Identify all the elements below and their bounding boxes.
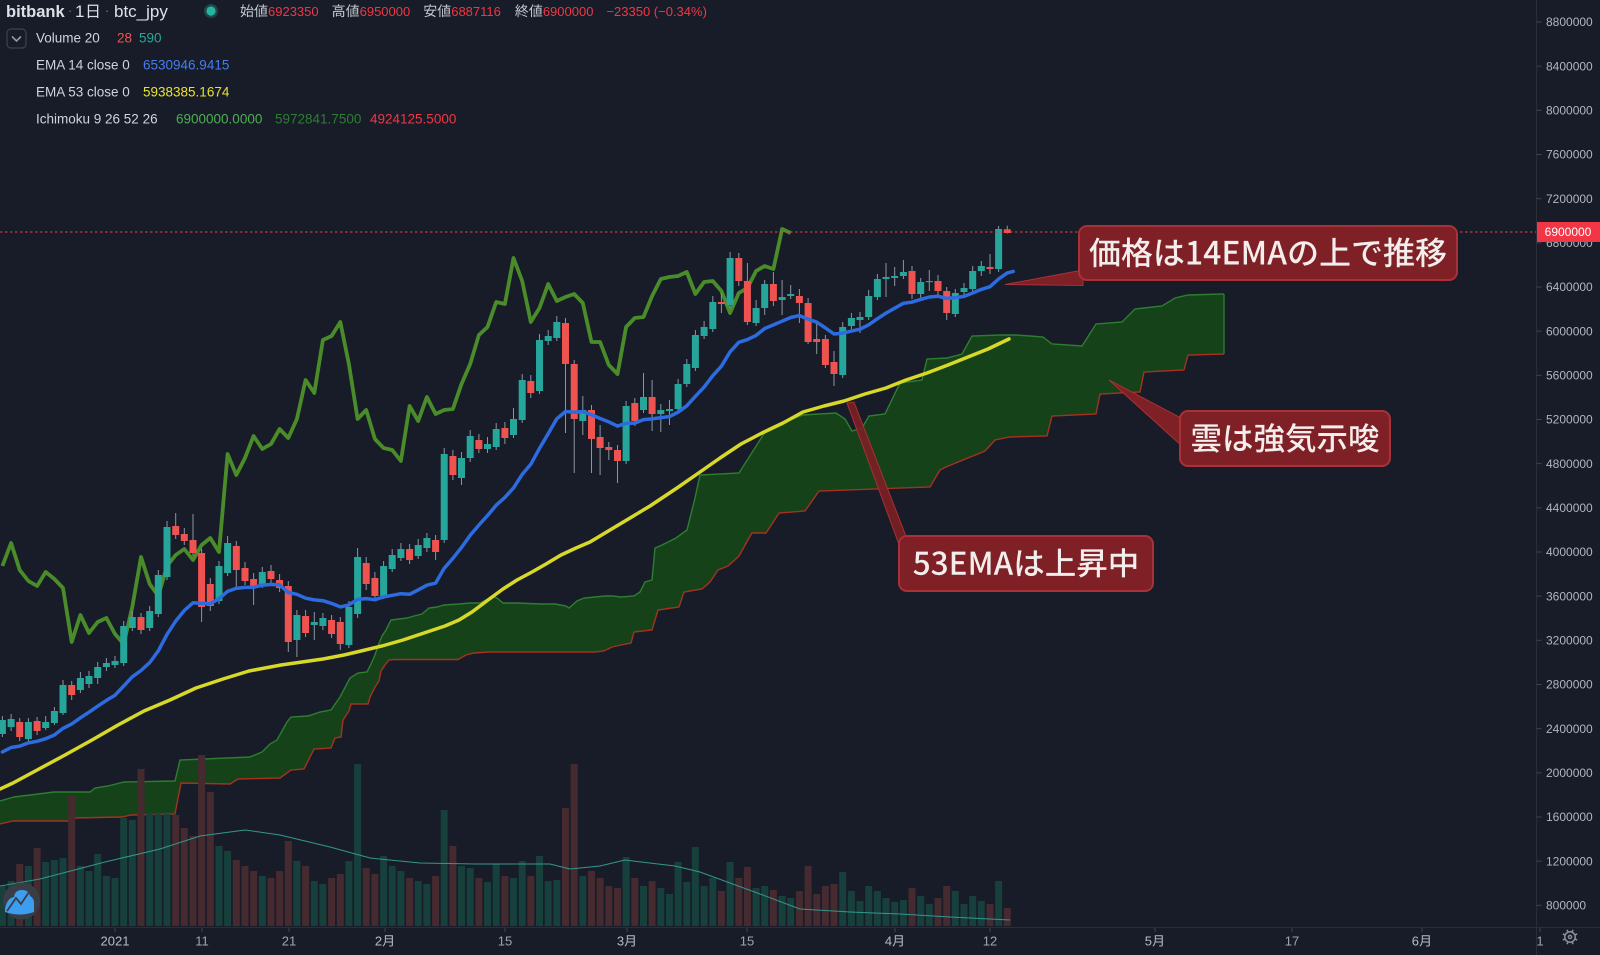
svg-text:6400000: 6400000 xyxy=(1546,280,1593,294)
svg-text:4: 4 xyxy=(885,934,892,949)
svg-text:3200000: 3200000 xyxy=(1546,634,1593,648)
svg-text:4000000: 4000000 xyxy=(1546,545,1593,559)
svg-text:1600000: 1600000 xyxy=(1546,810,1593,824)
svg-text:800000: 800000 xyxy=(1546,899,1586,913)
svg-text:·: · xyxy=(105,3,109,18)
svg-text:2: 2 xyxy=(375,934,382,949)
svg-text:EMA 14 close 0: EMA 14 close 0 xyxy=(36,58,130,73)
svg-text:7200000: 7200000 xyxy=(1546,192,1593,206)
svg-text:1: 1 xyxy=(75,2,84,21)
svg-text:btc_jpy: btc_jpy xyxy=(114,2,168,21)
svg-text:2400000: 2400000 xyxy=(1546,722,1593,736)
svg-text:6887116: 6887116 xyxy=(451,4,501,19)
svg-text:2000000: 2000000 xyxy=(1546,766,1593,780)
svg-text:1: 1 xyxy=(1536,934,1543,949)
svg-text:5938385.1674: 5938385.1674 xyxy=(143,85,230,100)
svg-text:Volume 20: Volume 20 xyxy=(36,31,100,46)
svg-text:2800000: 2800000 xyxy=(1546,678,1593,692)
svg-text:6900000: 6900000 xyxy=(1545,225,1592,239)
svg-text:21: 21 xyxy=(282,934,296,949)
svg-text:8800000: 8800000 xyxy=(1546,15,1593,29)
svg-text:17: 17 xyxy=(1285,934,1299,949)
svg-text:5972841.7500: 5972841.7500 xyxy=(275,112,361,127)
svg-text:12: 12 xyxy=(983,934,997,949)
svg-text:6900000.0000: 6900000.0000 xyxy=(176,112,262,127)
svg-text:6530946.9415: 6530946.9415 xyxy=(143,58,229,73)
svg-text:5600000: 5600000 xyxy=(1546,369,1593,383)
svg-text:5200000: 5200000 xyxy=(1546,413,1593,427)
svg-text:11: 11 xyxy=(195,934,209,949)
svg-text:8000000: 8000000 xyxy=(1546,104,1593,118)
svg-text:4800000: 4800000 xyxy=(1546,457,1593,471)
svg-text:6: 6 xyxy=(1412,934,1419,949)
svg-text:EMA 53 close 0: EMA 53 close 0 xyxy=(36,85,130,100)
svg-text:2021: 2021 xyxy=(101,934,130,949)
svg-text:−23350 (−0.34%): −23350 (−0.34%) xyxy=(606,4,706,19)
svg-text:4924125.5000: 4924125.5000 xyxy=(370,112,456,127)
svg-text:4400000: 4400000 xyxy=(1546,501,1593,515)
svg-text:3: 3 xyxy=(617,934,624,949)
svg-text:7600000: 7600000 xyxy=(1546,148,1593,162)
svg-text:6950000: 6950000 xyxy=(360,4,411,19)
svg-text:590: 590 xyxy=(139,31,162,46)
svg-text:15: 15 xyxy=(498,934,512,949)
svg-text:Ichimoku 9 26 52 26: Ichimoku 9 26 52 26 xyxy=(36,112,158,127)
svg-text:6000000: 6000000 xyxy=(1546,324,1593,338)
svg-text:1200000: 1200000 xyxy=(1546,854,1593,868)
svg-text:6900000: 6900000 xyxy=(543,4,594,19)
svg-text:bitbank: bitbank xyxy=(6,3,65,21)
svg-text:8400000: 8400000 xyxy=(1546,59,1593,73)
svg-text:6923350: 6923350 xyxy=(268,4,319,19)
svg-text:28: 28 xyxy=(117,31,132,46)
svg-text:15: 15 xyxy=(740,934,754,949)
svg-text:·: · xyxy=(68,3,72,18)
svg-text:3600000: 3600000 xyxy=(1546,589,1593,603)
svg-text:5: 5 xyxy=(1145,934,1152,949)
